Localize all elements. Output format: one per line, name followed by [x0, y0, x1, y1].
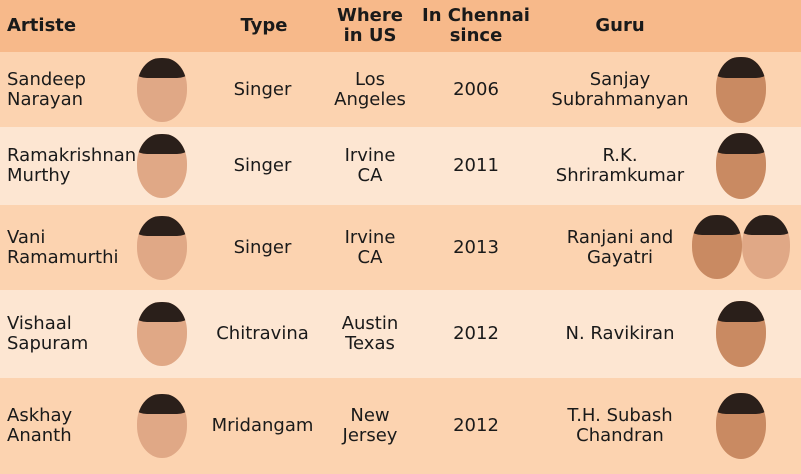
- since-cell: 2012: [453, 323, 499, 344]
- artiste-photo: [137, 302, 187, 366]
- guru-cell: T.H. Subash Chandran: [545, 378, 695, 474]
- where-l1: Irvine: [344, 226, 396, 248]
- header-since: In Chennai since: [420, 0, 532, 52]
- where-l2: Jersey: [342, 425, 398, 446]
- guru-photo: [716, 393, 766, 459]
- guru-l1: Ranjani and: [566, 226, 674, 248]
- guru-photo: [716, 301, 766, 367]
- guru-l2: Chandran: [576, 425, 664, 446]
- artiste-name-l1: Ramakrishnan: [7, 145, 137, 166]
- table-row: Ramakrishnan Murthy Singer Irvine CA 2011 …: [0, 127, 801, 205]
- artiste-photo: [137, 134, 187, 198]
- header-where: Where in US: [320, 0, 420, 52]
- guru-l1: Sanjay: [589, 68, 651, 90]
- type-cell: Singer: [233, 236, 292, 258]
- artiste-name: Vishaal Sapuram: [7, 290, 88, 378]
- where-cell: Irvine CA: [320, 127, 420, 205]
- table-row: Askhay Ananth Mridangam New Jersey 2012 T.…: [0, 378, 801, 474]
- guru-cell: R.K. Shriramkumar: [545, 127, 695, 205]
- artiste-photo: [137, 394, 187, 458]
- artiste-name-l1: Sandeep: [7, 68, 86, 90]
- guru-l2: Shriramkumar: [555, 165, 685, 186]
- header-where-l2: in US: [343, 25, 397, 46]
- table-row: Vani Ramamurthi Singer Irvine CA 2013 Ranj…: [0, 205, 801, 290]
- header-guru: Guru: [595, 15, 645, 36]
- guru-l1: R.K.: [602, 145, 638, 166]
- guru-l1: T.H. Subash: [567, 405, 673, 426]
- type-cell: Singer: [233, 155, 292, 176]
- where-cell: New Jersey: [320, 378, 420, 474]
- guru-l2: Gayatri: [586, 246, 654, 268]
- where-l2: CA: [357, 165, 383, 186]
- type-cell: Chitravina: [216, 323, 309, 344]
- where-l2: CA: [357, 246, 383, 268]
- artiste-name: Sandeep Narayan: [7, 52, 86, 127]
- artiste-photo: [137, 57, 187, 122]
- table-row: Sandeep Narayan Singer Los Angeles 2006 Sa…: [0, 52, 801, 127]
- header-where-l1: Where: [337, 5, 403, 26]
- where-l2: Texas: [345, 333, 395, 354]
- since-cell: 2013: [453, 236, 499, 258]
- artiste-name-l2: Sapuram: [7, 333, 89, 354]
- since-cell: 2006: [453, 78, 499, 100]
- since-cell: 2011: [453, 155, 499, 176]
- where-cell: Los Angeles: [320, 52, 420, 127]
- artiste-name-l1: Vishaal: [7, 313, 72, 334]
- guru-l1: N. Ravikiran: [565, 323, 675, 344]
- artiste-name-l2: Ramamurthi: [7, 246, 119, 268]
- artiste-name-l1: Vani: [7, 226, 46, 248]
- artiste-name-l2: Ananth: [7, 425, 72, 446]
- guru-cell: N. Ravikiran: [545, 290, 695, 378]
- guru-photo: [742, 215, 790, 279]
- artiste-name-l2: Murthy: [7, 165, 71, 186]
- artiste-name-l2: Narayan: [7, 88, 84, 110]
- table-header: Artiste Type Where in US In Chennai since …: [0, 0, 801, 52]
- type-cell: Singer: [233, 78, 292, 100]
- guru-l2: Subrahmanyan: [551, 88, 689, 110]
- artiste-name: Vani Ramamurthi: [7, 205, 119, 290]
- header-artiste: Artiste: [7, 15, 77, 36]
- guru-cell: Ranjani and Gayatri: [545, 205, 695, 290]
- artiste-name: Ramakrishnan Murthy: [7, 127, 136, 205]
- type-cell: Mridangam: [211, 415, 314, 436]
- where-cell: Irvine CA: [320, 205, 420, 290]
- header-type: Type: [240, 15, 288, 36]
- where-l1: Austin: [341, 313, 399, 334]
- where-l1: New: [350, 405, 390, 426]
- table-row: Vishaal Sapuram Chitravina Austin Texas 20…: [0, 290, 801, 378]
- header-since-l1: In Chennai: [422, 5, 530, 26]
- guru-cell: Sanjay Subrahmanyan: [545, 52, 695, 127]
- header-since-l2: since: [449, 25, 503, 46]
- artiste-name-l1: Askhay: [7, 405, 73, 426]
- where-l1: Los: [354, 68, 386, 90]
- guru-photo: [692, 215, 742, 279]
- since-cell: 2012: [453, 415, 499, 436]
- guru-photo: [716, 56, 766, 123]
- where-l2: Angeles: [334, 88, 406, 110]
- artiste-photo: [137, 215, 187, 280]
- where-l1: Irvine: [344, 145, 396, 166]
- where-cell: Austin Texas: [320, 290, 420, 378]
- artiste-name: Askhay Ananth: [7, 378, 72, 474]
- guru-photo: [716, 133, 766, 199]
